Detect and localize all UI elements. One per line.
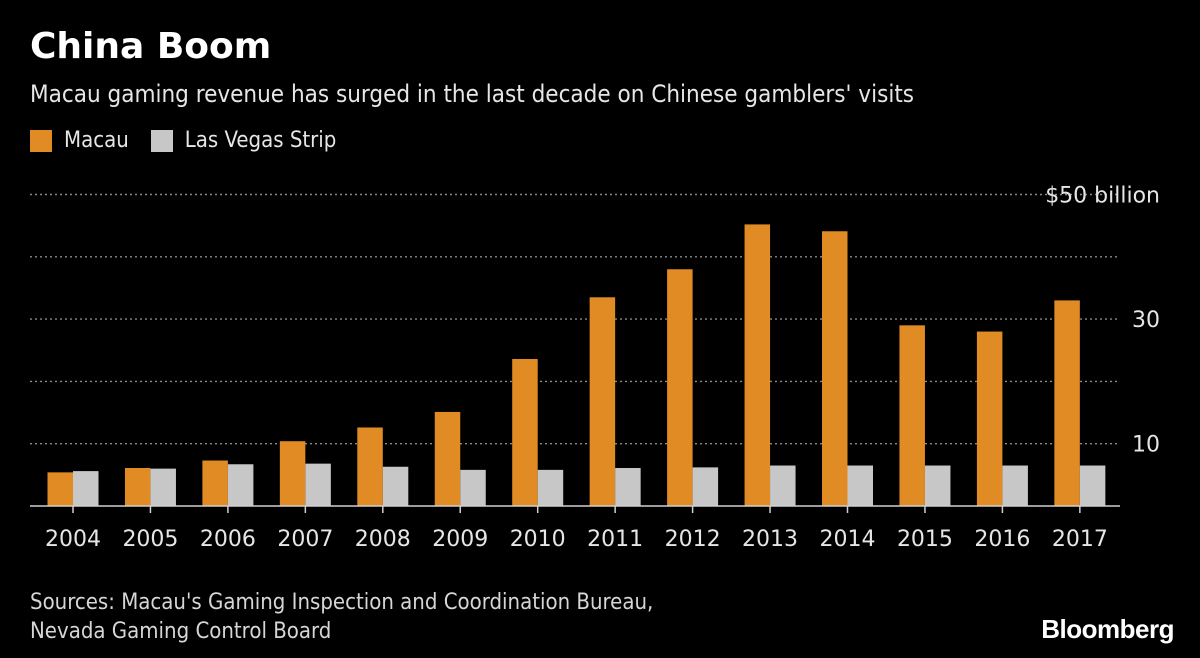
bar-las-vegas-2010 xyxy=(537,469,564,506)
x-tick-label-2012: 2012 xyxy=(665,527,721,552)
bar-las-vegas-2012 xyxy=(692,467,719,506)
y-tick-label-50: $50 billion xyxy=(1045,184,1160,209)
bar-las-vegas-2014 xyxy=(847,465,873,506)
x-tick-label-2007: 2007 xyxy=(277,527,333,552)
chart-subtitle: Macau gaming revenue has surged in the l… xyxy=(30,80,915,108)
x-tick-label-2005: 2005 xyxy=(122,527,178,552)
bar-macau-2012 xyxy=(667,269,693,506)
legend: Macau Las Vegas Strip xyxy=(30,128,358,153)
bar-macau-2015 xyxy=(899,325,925,506)
y-tick-label-30: 30 xyxy=(1132,308,1160,333)
source-note: Sources: Macau's Gaming Inspection and C… xyxy=(30,588,653,646)
legend-item-las-vegas: Las Vegas Strip xyxy=(150,128,337,153)
bar-macau-2014 xyxy=(822,231,848,506)
source-line-2: Nevada Gaming Control Board xyxy=(30,619,332,644)
x-tick-label-2006: 2006 xyxy=(200,527,256,552)
legend-label-las-vegas: Las Vegas Strip xyxy=(184,128,337,153)
bar-macau-2016 xyxy=(976,331,1003,506)
bar-las-vegas-2013 xyxy=(770,465,796,506)
bar-las-vegas-2007 xyxy=(305,463,331,506)
bar-macau-2007 xyxy=(279,441,306,506)
bar-las-vegas-2005 xyxy=(150,468,176,506)
x-tick-label-2013: 2013 xyxy=(742,527,798,552)
legend-swatch-macau xyxy=(30,129,52,152)
legend-swatch-las-vegas xyxy=(150,129,173,152)
bar-las-vegas-2015 xyxy=(924,465,951,506)
x-tick-label-2016: 2016 xyxy=(974,527,1030,552)
bar-las-vegas-2009 xyxy=(460,469,486,506)
x-tick-label-2010: 2010 xyxy=(510,527,566,552)
bar-las-vegas-2016 xyxy=(1002,465,1028,506)
x-tick-label-2009: 2009 xyxy=(432,527,488,552)
bar-las-vegas-2004 xyxy=(73,471,99,506)
legend-label-macau: Macau xyxy=(64,128,129,153)
bar-macau-2006 xyxy=(202,460,228,506)
bar-macau-2017 xyxy=(1054,300,1080,506)
bloomberg-logo: Bloomberg xyxy=(1041,614,1174,644)
bar-macau-2008 xyxy=(357,427,383,506)
legend-item-macau: Macau xyxy=(30,128,129,153)
x-tick-label-2014: 2014 xyxy=(820,527,876,552)
bar-las-vegas-2008 xyxy=(382,466,409,506)
bar-macau-2004 xyxy=(47,472,73,506)
bar-las-vegas-2011 xyxy=(615,467,641,506)
bar-las-vegas-2006 xyxy=(227,464,254,506)
x-tick-label-2015: 2015 xyxy=(897,527,953,552)
bar-macau-2005 xyxy=(124,467,151,506)
bar-macau-2010 xyxy=(512,358,538,506)
y-tick-label-10: 10 xyxy=(1132,433,1160,458)
bar-las-vegas-2017 xyxy=(1079,465,1106,506)
bar-macau-2009 xyxy=(434,411,461,506)
bar-macau-2011 xyxy=(589,297,616,506)
x-tick-label-2011: 2011 xyxy=(587,527,643,552)
chart-title: China Boom xyxy=(30,26,272,67)
bar-macau-2013 xyxy=(744,224,771,507)
source-line-1: Sources: Macau's Gaming Inspection and C… xyxy=(30,590,654,615)
x-tick-label-2017: 2017 xyxy=(1052,527,1108,552)
x-tick-label-2008: 2008 xyxy=(355,527,411,552)
x-tick-label-2004: 2004 xyxy=(45,527,101,552)
